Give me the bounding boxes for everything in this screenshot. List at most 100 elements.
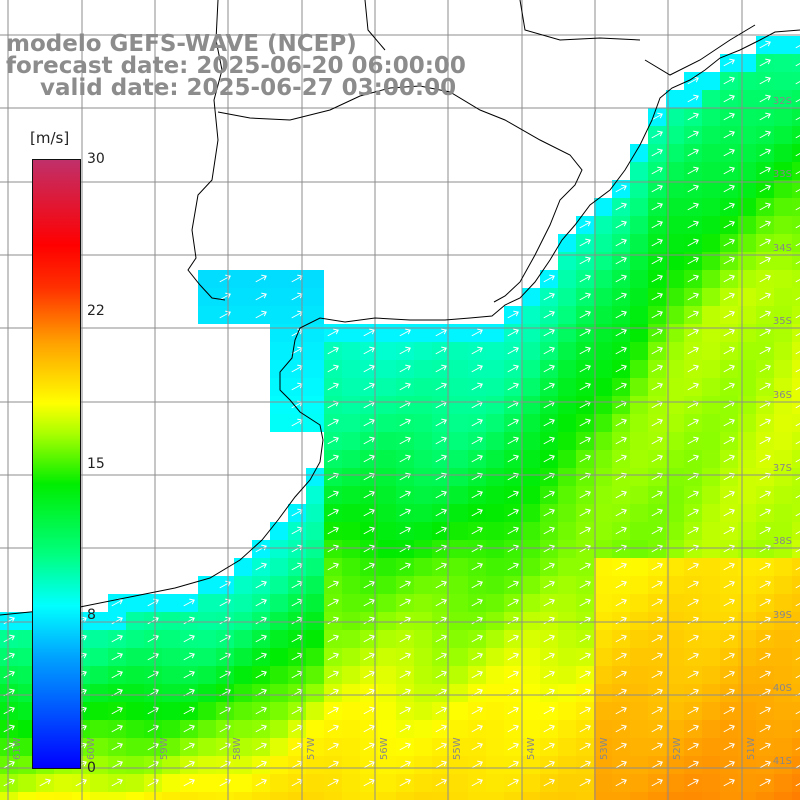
wind-cell [558, 792, 576, 800]
wind-cell [162, 756, 180, 774]
wind-cell [234, 792, 252, 800]
wind-arrow [723, 256, 735, 265]
wind-cell [90, 792, 108, 800]
wind-cell [450, 486, 468, 504]
wind-arrow [651, 256, 663, 265]
wind-arrow [723, 508, 735, 517]
wind-cell [720, 792, 738, 800]
wind-cell [486, 666, 504, 684]
wind-arrow [615, 742, 627, 751]
wind-arrow [435, 454, 447, 463]
wind-cell [180, 792, 198, 800]
wind-arrow [579, 724, 591, 733]
wind-arrow [759, 598, 771, 607]
wind-arrow [615, 580, 627, 589]
wind-cell [630, 306, 648, 324]
wind-arrow [579, 364, 591, 373]
wind-cell [486, 522, 504, 540]
wind-cell [738, 648, 756, 666]
wind-cell [702, 288, 720, 306]
wind-cell [738, 504, 756, 522]
wind-cell [270, 630, 288, 648]
wind-arrow [471, 598, 483, 607]
wind-arrow [615, 508, 627, 517]
wind-cell [702, 180, 720, 198]
wind-arrow [327, 742, 339, 751]
wind-cell [414, 414, 432, 432]
wind-arrow [543, 652, 555, 661]
wind-cell [774, 468, 792, 486]
lon-label: 61W [12, 737, 23, 760]
wind-cell [306, 486, 324, 504]
wind-cell [306, 630, 324, 648]
wind-cell [774, 252, 792, 270]
wind-arrow [759, 130, 771, 139]
wind-cell [738, 792, 756, 800]
wind-cell [792, 180, 800, 198]
wind-cell [18, 774, 36, 792]
wind-cell [630, 432, 648, 450]
wind-cell [378, 396, 396, 414]
wind-arrow [759, 454, 771, 463]
wind-cell [558, 558, 576, 576]
wind-arrow [435, 346, 447, 355]
wind-cell [306, 684, 324, 702]
wind-arrow [255, 274, 267, 283]
lat-label: 33S [773, 169, 792, 180]
wind-arrow [759, 274, 771, 283]
wind-cell [738, 558, 756, 576]
wind-arrow [507, 706, 519, 715]
wind-cell [486, 468, 504, 486]
wind-cell [666, 576, 684, 594]
wind-cell [306, 270, 324, 288]
wind-cell [774, 666, 792, 684]
wind-cell [792, 324, 800, 342]
wind-cell [594, 738, 612, 756]
wind-cell [270, 684, 288, 702]
wind-cell [342, 576, 360, 594]
wind-arrow [435, 526, 447, 535]
wind-arrow [651, 292, 663, 301]
wind-cell [558, 756, 576, 774]
wind-arrow [219, 634, 231, 643]
wind-cell [738, 288, 756, 306]
wind-arrow [435, 706, 447, 715]
wind-arrow [723, 274, 735, 283]
wind-cell [774, 288, 792, 306]
wind-cell [630, 666, 648, 684]
wind-cell [342, 360, 360, 378]
wind-arrow [795, 207, 800, 211]
wind-cell [792, 198, 800, 216]
wind-cell [342, 540, 360, 558]
wind-arrow [759, 652, 771, 661]
wind-cell [450, 684, 468, 702]
wind-arrow [471, 526, 483, 535]
wind-arrow [687, 148, 699, 157]
wind-arrow [615, 760, 627, 769]
wind-cell [738, 180, 756, 198]
wind-cell [774, 702, 792, 720]
wind-cell [702, 324, 720, 342]
wind-arrow [723, 130, 735, 139]
wind-cell [90, 738, 108, 756]
wind-cell [702, 792, 720, 800]
wind-arrow [399, 418, 411, 427]
wind-cell [486, 450, 504, 468]
lon-label: 54W [526, 737, 537, 760]
wind-arrow [327, 706, 339, 715]
wind-cell [414, 396, 432, 414]
wind-cell [72, 792, 90, 800]
wind-cell [774, 72, 792, 90]
wind-cell [738, 270, 756, 288]
wind-arrow [795, 549, 800, 553]
wind-arrow [723, 418, 735, 427]
wind-arrow [579, 598, 591, 607]
wind-arrow [795, 351, 800, 355]
wind-cell [792, 270, 800, 288]
wind-arrow [3, 616, 15, 625]
wind-cell [522, 450, 540, 468]
wind-arrow [111, 670, 123, 679]
wind-arrow [543, 778, 555, 787]
wind-arrow [111, 742, 123, 751]
wind-cell [234, 702, 252, 720]
